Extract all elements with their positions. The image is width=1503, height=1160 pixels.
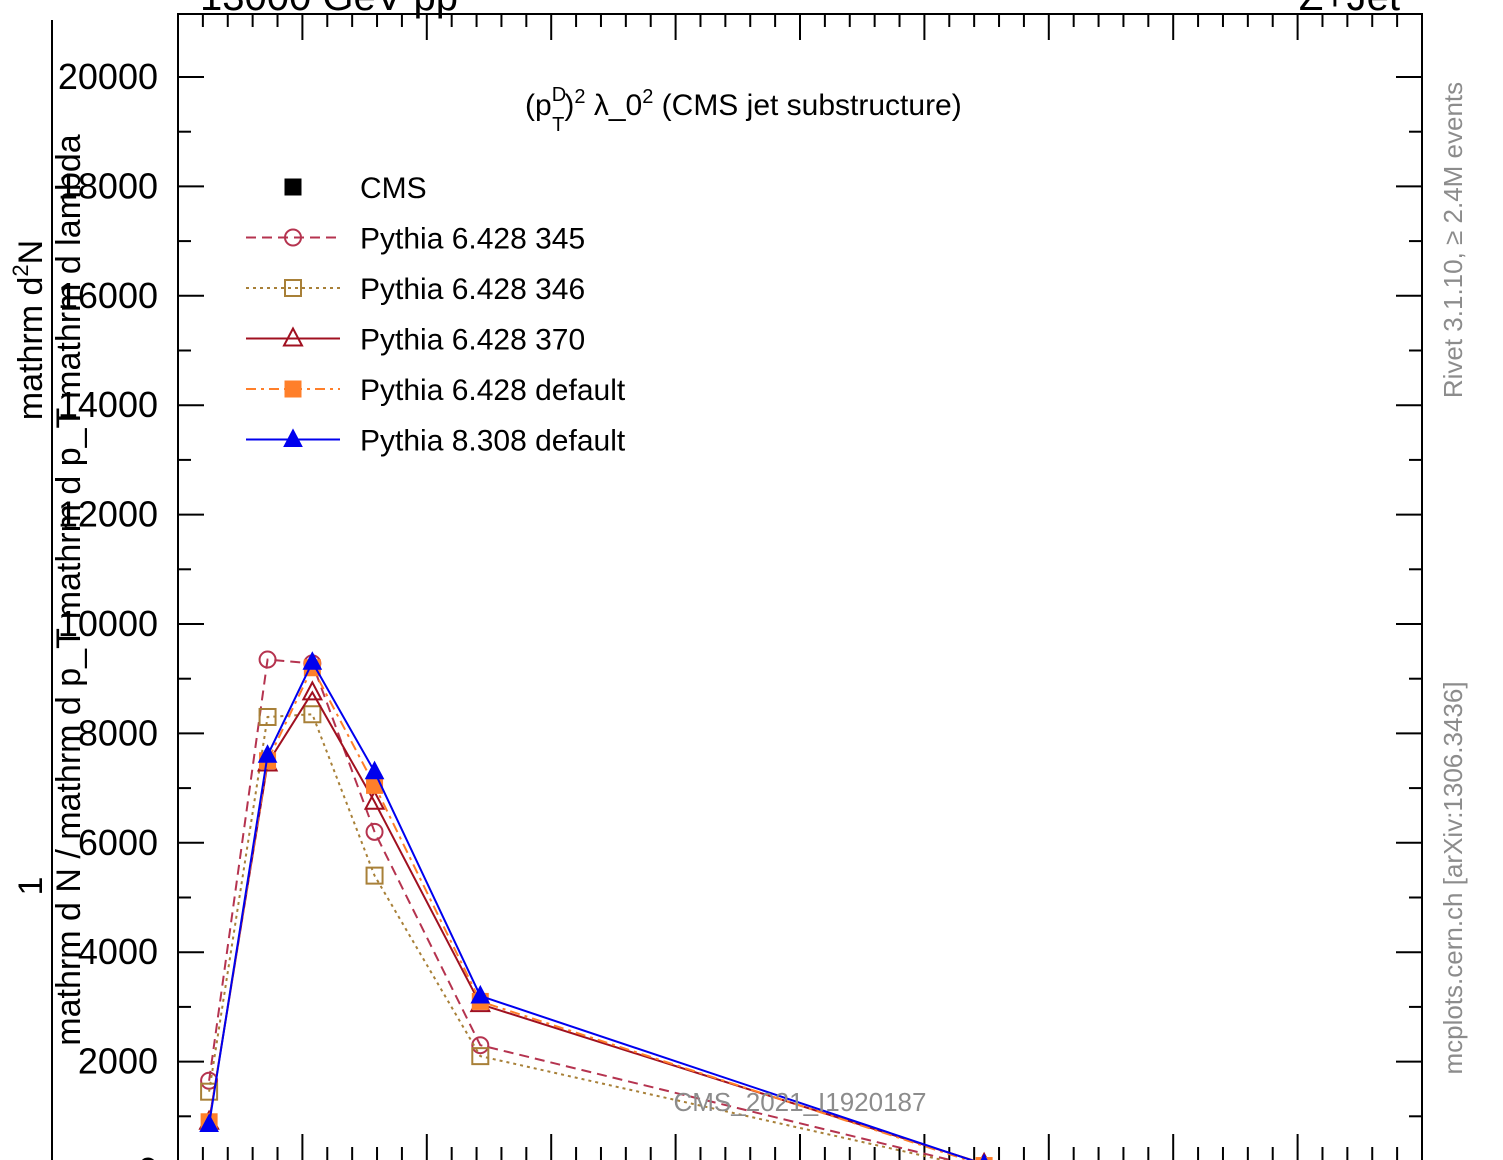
y-label-numerator: mathrm d2N <box>8 240 50 420</box>
y-axis-label: 1 mathrm d2N mathrm d N / mathrm d p_T m… <box>8 20 88 1160</box>
mcplots-label: mcplots.cern.ch [arXiv:1306.3436] <box>1438 681 1468 1074</box>
chart-title: (pD T)2 λ_02 (CMS jet substructure) <box>525 84 962 136</box>
data-point <box>470 984 491 1004</box>
analysis-id-label: CMS_2021_I1920187 <box>674 1087 927 1117</box>
series-layer <box>198 650 993 1160</box>
legend-marker <box>283 428 303 447</box>
y-label-one: 1 <box>12 877 50 896</box>
y-axis-tick-labels: 0 2000 4000 6000 8000 10000 12000 14000 16000 180… <box>58 56 158 1160</box>
y-tick-label: 16000 <box>58 275 158 316</box>
data-point <box>363 789 386 810</box>
y-tick-label: 4000 <box>78 931 158 972</box>
series-1 <box>200 650 988 1160</box>
legend-label: Pythia 6.428 default <box>360 374 626 407</box>
data-point <box>302 651 323 670</box>
legend-entry: CMS <box>284 172 427 205</box>
data-point <box>365 822 384 841</box>
legend-label: CMS <box>360 172 427 205</box>
y-tick-label: 6000 <box>78 822 158 863</box>
data-point <box>364 760 385 780</box>
series-line <box>208 660 974 1160</box>
legend-entry: Pythia 8.308 default <box>246 425 626 458</box>
legend: CMS Pythia 6.428 345 Pythia 6.428 346 Pythi… <box>246 172 626 458</box>
process-label: Z+Jet <box>1299 0 1400 19</box>
y-tick-label: 12000 <box>58 494 158 535</box>
legend-label: Pythia 6.428 346 <box>360 273 585 306</box>
legend-entry: Pythia 6.428 346 <box>246 273 585 306</box>
legend-marker <box>284 228 302 247</box>
data-point <box>258 707 277 726</box>
legend-marker <box>284 178 302 196</box>
data-point <box>303 705 322 724</box>
rivet-label: Rivet 3.1.10, ≥ 2.4M events <box>1438 82 1468 398</box>
energy-label: 13000 GeV pp <box>200 0 458 19</box>
series-5 <box>199 651 988 1160</box>
legend-label: Pythia 6.428 345 <box>360 223 585 256</box>
data-point <box>471 1036 490 1055</box>
y-tick-label: 14000 <box>58 384 158 425</box>
data-point <box>365 866 384 885</box>
legend-label: Pythia 8.308 default <box>360 425 626 458</box>
data-point <box>200 1082 219 1101</box>
data-point <box>199 1113 219 1133</box>
series-4 <box>200 659 993 1160</box>
y-tick-label: 8000 <box>78 712 158 753</box>
data-point <box>301 680 324 701</box>
y-tick-label: 18000 <box>58 165 158 206</box>
series-2 <box>200 705 948 1160</box>
series-line <box>208 658 955 1160</box>
legend-marker <box>284 380 302 398</box>
y-tick-label: 20000 <box>58 56 158 97</box>
legend-marker <box>284 279 302 297</box>
series-line <box>208 713 948 1160</box>
y-label-denominator: mathrm d N / mathrm d p_T mathrm d p_T m… <box>50 134 88 1045</box>
y-axis-ticks <box>178 76 1422 1118</box>
y-tick-label: 10000 <box>58 603 158 644</box>
y-tick-label: 2000 <box>78 1041 158 1082</box>
data-point <box>258 650 277 669</box>
data-point <box>980 1153 988 1160</box>
legend-entry: Pythia 6.428 345 <box>246 223 585 256</box>
data-point <box>471 1047 490 1066</box>
legend-label: Pythia 6.428 370 <box>360 324 585 357</box>
data-point <box>257 744 278 763</box>
legend-entry: Pythia 6.428 default <box>246 374 626 407</box>
y-tick-label: 0 <box>138 1150 158 1160</box>
legend-marker <box>282 326 304 347</box>
legend-entry: Pythia 6.428 370 <box>246 324 585 357</box>
x-axis-ticks <box>201 14 1399 1160</box>
